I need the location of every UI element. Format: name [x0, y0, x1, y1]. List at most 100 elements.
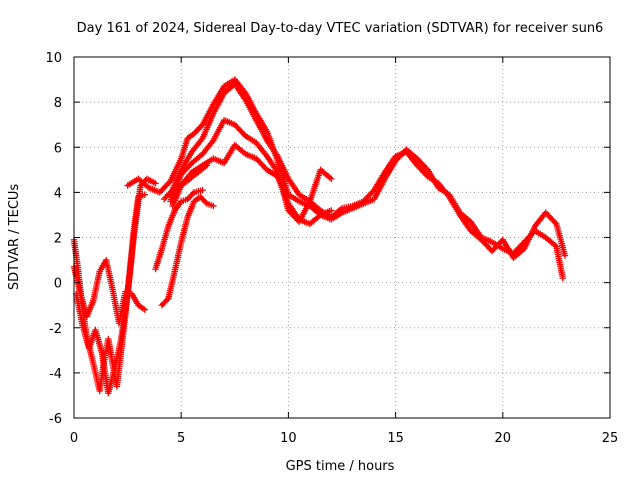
marker-trail	[244, 133, 258, 145]
chart-title: Day 161 of 2024, Sidereal Day-to-day VTE…	[77, 21, 604, 36]
marker-trail	[192, 122, 205, 136]
data-point	[152, 180, 159, 187]
marker-trail	[382, 154, 398, 174]
y-tick-label: -4	[49, 367, 62, 382]
marker-trail	[126, 176, 140, 188]
marker-trail	[521, 224, 538, 251]
marker-trail	[193, 187, 204, 196]
marker-trail	[73, 292, 86, 327]
marker-trail	[511, 246, 526, 260]
marker-trail	[254, 156, 269, 172]
marker-trail	[131, 184, 144, 237]
series-track-3	[72, 175, 159, 397]
marker-trail	[205, 201, 215, 209]
marker-trail	[190, 163, 205, 175]
marker-trail	[185, 190, 196, 201]
marker-trail	[319, 207, 333, 218]
data-point	[559, 274, 567, 282]
marker-trail	[232, 122, 248, 138]
data-point	[199, 186, 206, 194]
marker-trail	[308, 213, 323, 226]
marker-trail	[90, 270, 103, 302]
marker-trail	[136, 176, 151, 190]
y-tick-label: 4	[54, 186, 62, 201]
axis-ticks: 0 5 10 15 20 25 -6 -4 -2 0 2 4 6 8 10	[45, 51, 618, 446]
marker-trail	[211, 84, 227, 106]
marker-trail	[361, 188, 377, 204]
marker-trail	[105, 337, 116, 366]
marker-trail	[264, 138, 280, 158]
marker-trail	[222, 117, 237, 128]
marker-trail	[371, 177, 388, 201]
data-point	[328, 207, 335, 214]
marker-trail	[147, 185, 162, 195]
series-track-8	[158, 193, 217, 309]
marker-trail	[254, 112, 270, 133]
marker-trail	[211, 156, 226, 166]
marker-trail	[254, 141, 269, 158]
marker-trail	[111, 337, 124, 370]
marker-trail	[165, 208, 178, 228]
marker-trail	[189, 136, 205, 154]
marker-trail	[211, 91, 227, 115]
y-tick-label: 6	[54, 141, 62, 156]
marker-trail	[198, 195, 209, 206]
marker-trail	[232, 77, 248, 95]
marker-trail	[415, 163, 430, 179]
marker-trail	[172, 199, 184, 213]
marker-trail	[179, 161, 194, 177]
marker-trail	[118, 292, 131, 341]
x-tick-label: 25	[602, 431, 619, 446]
marker-trail	[544, 235, 559, 249]
series-track-5	[167, 80, 569, 262]
data-point	[141, 191, 148, 198]
marker-trail	[426, 174, 440, 186]
marker-trail	[196, 163, 209, 174]
x-tick-label: 20	[495, 431, 512, 446]
data-point	[561, 252, 569, 259]
marker-trail	[232, 82, 248, 102]
marker-trail	[265, 167, 280, 179]
marker-trail	[468, 228, 484, 242]
marker-trail	[136, 303, 147, 312]
data-markers	[70, 76, 569, 397]
marker-trail	[192, 194, 203, 204]
data-point	[210, 202, 217, 210]
marker-trail	[372, 170, 388, 192]
marker-trail	[275, 175, 291, 206]
marker-trail	[244, 151, 258, 161]
marker-trail	[178, 136, 191, 160]
marker-trail	[159, 296, 171, 308]
marker-trail	[129, 292, 141, 307]
marker-trail	[211, 118, 227, 142]
marker-trail	[180, 196, 189, 204]
marker-trail	[179, 176, 192, 188]
marker-trail	[286, 177, 302, 197]
marker-trail	[457, 213, 473, 233]
marker-trail	[553, 222, 568, 257]
marker-trail	[105, 367, 118, 395]
marker-trail	[165, 270, 178, 300]
x-tick-label: 10	[280, 431, 297, 446]
series-track-2	[70, 256, 148, 327]
marker-trail	[394, 149, 408, 159]
data-point	[141, 306, 148, 313]
marker-trail	[543, 210, 559, 226]
series-track-7	[169, 141, 335, 228]
marker-trail	[145, 176, 157, 186]
marker-trail	[162, 188, 175, 201]
grid	[74, 57, 610, 418]
marker-trail	[124, 233, 138, 296]
marker-trail	[243, 91, 259, 115]
marker-trail	[404, 150, 420, 167]
marker-trail	[415, 156, 430, 172]
marker-trail	[275, 154, 291, 181]
marker-trail	[92, 328, 105, 354]
marker-trail	[200, 138, 216, 156]
marker-trail	[171, 183, 183, 193]
marker-trail	[103, 258, 116, 291]
marker-trail	[233, 143, 248, 156]
marker-trail	[382, 159, 398, 181]
marker-trail	[159, 224, 171, 251]
